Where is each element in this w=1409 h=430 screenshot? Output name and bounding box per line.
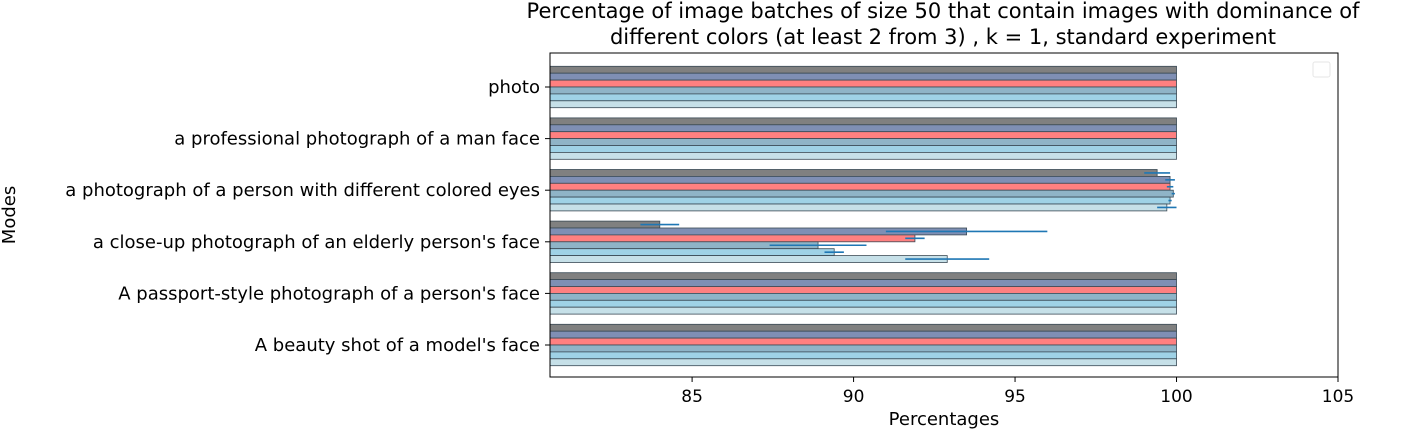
bar: [549, 248, 835, 256]
chart-title-line-1: Percentage of image batches of size 50 t…: [527, 0, 1360, 23]
bar: [549, 344, 1177, 353]
y-tick-label: a close-up photograph of an elderly pers…: [93, 232, 540, 253]
bar: [549, 124, 1177, 133]
bar: [549, 138, 1177, 146]
y-tick-label: A beauty shot of a model's face: [255, 335, 540, 356]
bar: [549, 175, 1171, 184]
error-bars-layer: [640, 172, 1177, 260]
bar: [549, 65, 1177, 74]
bar: [549, 286, 1177, 294]
bar: [549, 279, 1177, 287]
bar: [549, 145, 1177, 153]
bar: [549, 131, 1177, 139]
x-ticks-layer: 85 90 95 100 105: [681, 377, 1354, 407]
bar: [549, 100, 1177, 109]
bar: [549, 234, 916, 243]
bar: [549, 196, 1171, 205]
bar: [549, 117, 1177, 126]
bar: [549, 189, 1174, 198]
y-ticks-layer: photo a professional photograph of a man …: [65, 77, 550, 356]
x-tick-label: 90: [843, 387, 865, 407]
bar: [549, 292, 1177, 301]
bar: [549, 182, 1171, 191]
bar: [549, 203, 1168, 212]
x-tick-label: 100: [1160, 387, 1192, 407]
plot-area-frame: [549, 52, 1339, 378]
y-tick-label: photo: [488, 77, 540, 98]
x-tick-label: 95: [1004, 387, 1026, 407]
y-tick-label: a professional photograph of a man face: [174, 129, 540, 150]
bar: [549, 255, 948, 263]
bar: [549, 330, 1177, 339]
bar: [549, 72, 1177, 81]
y-tick-label: a photograph of a person with different …: [65, 180, 540, 201]
bar: [549, 79, 1177, 88]
bar: [549, 93, 1177, 102]
bars-layer: [549, 65, 1177, 367]
bar: [549, 151, 1177, 160]
bar: [549, 169, 1158, 177]
x-tick-label: 85: [681, 387, 703, 407]
y-tick-label: A passport-style photograph of a person'…: [118, 283, 540, 304]
x-tick-label: 105: [1322, 387, 1354, 407]
bar: [549, 358, 1177, 367]
bar: [549, 306, 1177, 315]
bar: [549, 323, 1177, 332]
bar: [549, 272, 1177, 281]
x-axis-label: Percentages: [889, 409, 1000, 430]
bar: [549, 86, 1177, 95]
y-axis-label: Modes: [0, 186, 20, 244]
bar: [549, 299, 1177, 308]
bar: [549, 337, 1177, 346]
bar: [549, 351, 1177, 360]
legend-box: [1312, 61, 1331, 78]
chart-title-line-2: different colors (at least 2 from 3) , k…: [610, 25, 1276, 49]
